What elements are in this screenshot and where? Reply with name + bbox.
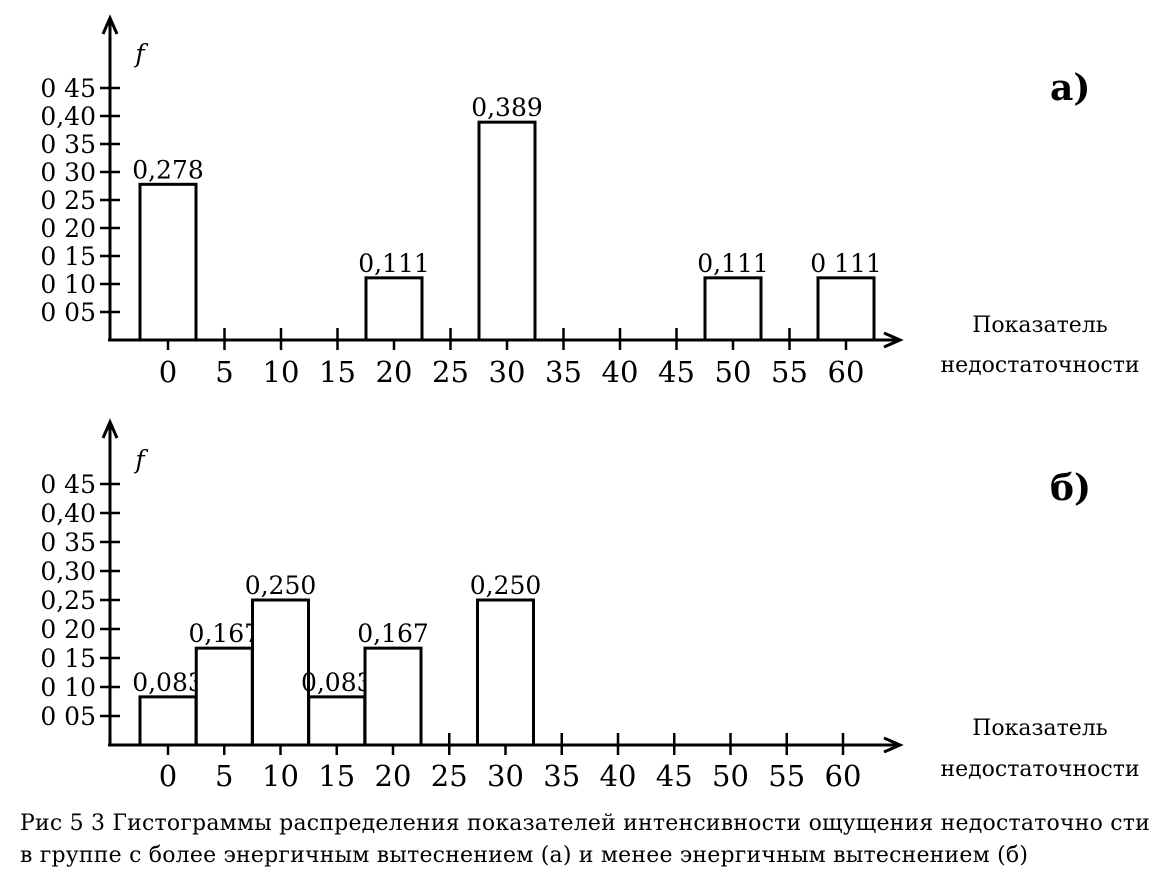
x-axis-title-line2: недостаточности <box>940 353 1139 378</box>
x-tick-label: 15 <box>318 759 355 793</box>
x-tick-label: 35 <box>545 355 582 389</box>
x-tick-label: 40 <box>600 759 637 793</box>
histogram-bar <box>138 695 198 747</box>
x-tick-label: 10 <box>263 355 300 389</box>
panel-label: б) <box>1050 467 1091 509</box>
y-tick-label: 0 30 <box>40 158 96 187</box>
x-tick-label: 60 <box>828 355 865 389</box>
y-tick-label: 0 20 <box>40 214 96 243</box>
histogram-figure: 0 050 100 150 200 250 300 350,400 450 5 10… <box>40 14 1140 793</box>
bar-value-label: 0,083 <box>132 668 204 697</box>
bar-value-label: 0,389 <box>471 93 543 122</box>
histogram-bar <box>476 598 535 747</box>
y-tick-label: 0 45 <box>40 470 96 499</box>
histogram-bar <box>703 276 763 342</box>
y-tick-label: 0 15 <box>40 644 96 673</box>
x-tick-label: 35 <box>543 759 580 793</box>
y-tick-label: 0 05 <box>40 298 96 327</box>
x-tick-label: 50 <box>712 759 749 793</box>
x-tick-label: 55 <box>771 355 808 389</box>
bar-value-label: 0,083 <box>301 668 373 697</box>
y-tick-label: 0 25 <box>40 186 96 215</box>
x-tick-label: 0 <box>159 759 177 793</box>
y-tick-label: 0 10 <box>40 673 96 702</box>
x-tick-label: 5 <box>215 355 233 389</box>
histogram-bar <box>138 182 198 342</box>
x-tick-label: 55 <box>768 759 805 793</box>
x-tick-label: 0 <box>159 355 177 389</box>
y-tick-label: 0 05 <box>40 702 96 731</box>
x-tick-label: 25 <box>431 759 468 793</box>
y-axis-arrow <box>101 418 119 439</box>
y-tick-label: 0 15 <box>40 242 96 271</box>
x-tick-label: 50 <box>715 355 752 389</box>
y-axis-title: f <box>133 39 148 68</box>
x-tick-label: 45 <box>656 759 693 793</box>
x-tick-label: 25 <box>432 355 469 389</box>
y-tick-label: 0,30 <box>40 557 96 586</box>
x-tick-label: 15 <box>319 355 356 389</box>
x-axis-arrow <box>883 331 904 349</box>
x-tick-label: 5 <box>215 759 233 793</box>
y-tick-label: 0,40 <box>40 499 96 528</box>
y-tick-label: 0 20 <box>40 615 96 644</box>
y-tick-label: 0,25 <box>40 586 96 615</box>
y-tick-label: 0 35 <box>40 528 96 557</box>
figure-caption: Рис 5 3 Гистограммы распределения показа… <box>20 811 1150 868</box>
bar-value-label: 0,111 <box>358 249 430 278</box>
histogram-bar <box>307 695 367 747</box>
x-tick-label: 10 <box>262 759 299 793</box>
histogram-bar <box>816 276 876 342</box>
bar-value-label: 0,250 <box>245 571 317 600</box>
x-tick-label: 20 <box>376 355 413 389</box>
histogram-bar <box>477 120 537 342</box>
x-tick-label: 60 <box>825 759 862 793</box>
x-tick-label: 40 <box>602 355 639 389</box>
y-axis-title: f <box>133 445 148 474</box>
x-axis-title-line1: Показатель <box>972 313 1108 338</box>
x-tick-label: 30 <box>487 759 524 793</box>
bar-value-label: 0,111 <box>697 249 769 278</box>
bar-value-label: 0 111 <box>810 249 882 278</box>
x-axis-arrow <box>883 736 904 754</box>
x-axis-title-line1: Показатель <box>972 716 1108 741</box>
histogram-bar <box>363 646 423 747</box>
x-tick-label: 30 <box>489 355 526 389</box>
panel-label: а) <box>1050 67 1090 109</box>
y-tick-label: 0 45 <box>40 74 96 103</box>
histogram-bar <box>194 646 254 747</box>
x-tick-label: 20 <box>375 759 412 793</box>
bar-value-label: 0,250 <box>470 571 542 600</box>
bar-value-label: 0,167 <box>357 619 429 648</box>
bar-value-label: 0,167 <box>188 619 260 648</box>
x-tick-label: 45 <box>658 355 695 389</box>
bar-value-label: 0,278 <box>132 155 204 184</box>
y-tick-label: 0 10 <box>40 270 96 299</box>
histogram-bar <box>364 276 424 342</box>
y-tick-label: 0 35 <box>40 130 96 159</box>
histogram-bar <box>251 598 310 747</box>
y-tick-label: 0,40 <box>40 102 96 131</box>
y-axis-arrow <box>101 14 119 35</box>
x-axis-title-line2: недостаточности <box>940 757 1139 782</box>
